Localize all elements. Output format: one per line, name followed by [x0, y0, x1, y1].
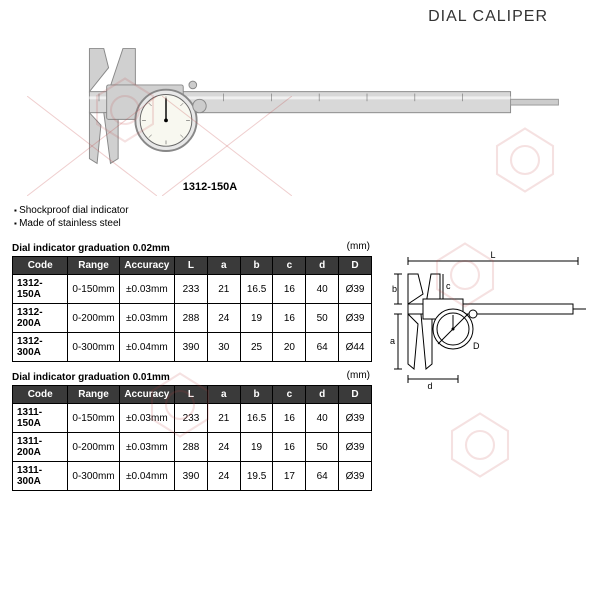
table-row: 1311-150A0-150mm±0.03mm2332116.51640Ø39 [13, 404, 372, 433]
table-cell: 1311-200A [13, 433, 68, 462]
table-cell: 64 [306, 462, 339, 491]
table-cell: Ø39 [339, 404, 372, 433]
column-header: Code [13, 386, 68, 404]
dimension-diagram: L [388, 243, 588, 501]
table-cell: 50 [306, 304, 339, 333]
table-cell: 40 [306, 275, 339, 304]
product-image [32, 36, 568, 176]
table-cell: 288 [175, 433, 208, 462]
table-cell: ±0.03mm [119, 404, 174, 433]
table-cell: 16.5 [240, 275, 273, 304]
svg-text:c: c [446, 281, 451, 291]
table2-unit: (mm) [347, 370, 370, 381]
column-header: a [207, 257, 240, 275]
table-cell: 19 [240, 304, 273, 333]
table-cell: 0-200mm [68, 304, 119, 333]
table-cell: 390 [175, 333, 208, 362]
table-cell: 1312-200A [13, 304, 68, 333]
table-cell: ±0.04mm [119, 462, 174, 491]
table-cell: 30 [207, 333, 240, 362]
feature-list: Shockproof dial indicator Made of stainl… [12, 205, 588, 229]
table-row: 1311-300A0-300mm±0.04mm3902419.51764Ø39 [13, 462, 372, 491]
table-cell: 16.5 [240, 404, 273, 433]
table-cell: 1312-150A [13, 275, 68, 304]
column-header: Range [68, 257, 119, 275]
model-caption: 1312-150A [0, 181, 588, 193]
column-header: d [306, 386, 339, 404]
table-cell: 20 [273, 333, 306, 362]
page-title: DIAL CALIPER [428, 8, 548, 25]
table-cell: 24 [207, 304, 240, 333]
page-header: DIAL CALIPER [12, 8, 588, 26]
table-cell: 0-300mm [68, 462, 119, 491]
feature-item: Shockproof dial indicator [14, 205, 588, 216]
table-cell: 16 [273, 275, 306, 304]
table-cell: 1312-300A [13, 333, 68, 362]
column-header: b [240, 257, 273, 275]
svg-text:L: L [490, 250, 495, 260]
column-header: L [175, 386, 208, 404]
table-cell: 0-300mm [68, 333, 119, 362]
column-header: d [306, 257, 339, 275]
column-header: Accuracy [119, 257, 174, 275]
table-cell: Ø39 [339, 433, 372, 462]
column-header: c [273, 386, 306, 404]
column-header: D [339, 257, 372, 275]
table-row: 1312-150A0-150mm±0.03mm2332116.51640Ø39 [13, 275, 372, 304]
table-row: 1312-300A0-300mm±0.04mm39030252064Ø44 [13, 333, 372, 362]
table-cell: 50 [306, 433, 339, 462]
table-cell: 17 [273, 462, 306, 491]
svg-text:d: d [427, 381, 432, 391]
table-cell: Ø39 [339, 275, 372, 304]
table-cell: 233 [175, 275, 208, 304]
table-cell: 390 [175, 462, 208, 491]
table-cell: ±0.04mm [119, 333, 174, 362]
spec-table-1: CodeRangeAccuracyLabcdD 1312-150A0-150mm… [12, 256, 372, 362]
table-cell: 24 [207, 462, 240, 491]
table-cell: 0-150mm [68, 275, 119, 304]
table1-title: Dial indicator graduation 0.02mm (mm) [12, 243, 372, 254]
table-cell: 1311-150A [13, 404, 68, 433]
table-cell: 1311-300A [13, 462, 68, 491]
column-header: c [273, 257, 306, 275]
table-cell: 25 [240, 333, 273, 362]
column-header: Range [68, 386, 119, 404]
table-cell: Ø39 [339, 462, 372, 491]
column-header: D [339, 386, 372, 404]
table-cell: 19.5 [240, 462, 273, 491]
table-cell: 21 [207, 275, 240, 304]
table-cell: 40 [306, 404, 339, 433]
table-cell: 16 [273, 304, 306, 333]
table-row: 1312-200A0-200mm±0.03mm28824191650Ø39 [13, 304, 372, 333]
table-cell: ±0.03mm [119, 304, 174, 333]
column-header: Code [13, 257, 68, 275]
table-cell: 0-150mm [68, 404, 119, 433]
column-header: a [207, 386, 240, 404]
table-cell: 0-200mm [68, 433, 119, 462]
table-cell: Ø39 [339, 304, 372, 333]
table-cell: ±0.03mm [119, 275, 174, 304]
table-cell: Ø44 [339, 333, 372, 362]
column-header: b [240, 386, 273, 404]
table-cell: 16 [273, 433, 306, 462]
caliper-illustration [32, 36, 568, 176]
table-row: 1311-200A0-200mm±0.03mm28824191650Ø39 [13, 433, 372, 462]
table-cell: 233 [175, 404, 208, 433]
spec-table-2: CodeRangeAccuracyLabcdD 1311-150A0-150mm… [12, 385, 372, 491]
svg-text:a: a [390, 336, 395, 346]
table-cell: 21 [207, 404, 240, 433]
table-cell: 288 [175, 304, 208, 333]
svg-text:D: D [473, 341, 480, 351]
table-cell: 16 [273, 404, 306, 433]
column-header: L [175, 257, 208, 275]
feature-item: Made of stainless steel [14, 218, 588, 229]
table2-title: Dial indicator graduation 0.01mm (mm) [12, 372, 372, 383]
table-cell: 19 [240, 433, 273, 462]
table-cell: 64 [306, 333, 339, 362]
table-cell: ±0.03mm [119, 433, 174, 462]
column-header: Accuracy [119, 386, 174, 404]
svg-text:b: b [392, 284, 397, 294]
table1-unit: (mm) [347, 241, 370, 252]
table-cell: 24 [207, 433, 240, 462]
